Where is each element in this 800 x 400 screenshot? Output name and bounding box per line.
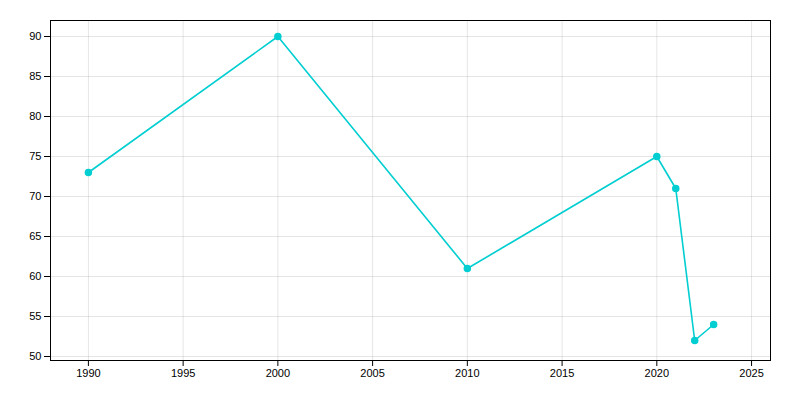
- svg-text:2005: 2005: [360, 367, 384, 379]
- svg-text:85: 85: [29, 70, 41, 82]
- svg-text:2015: 2015: [550, 367, 574, 379]
- svg-text:2010: 2010: [455, 367, 479, 379]
- svg-text:1995: 1995: [171, 367, 195, 379]
- svg-text:2020: 2020: [645, 367, 669, 379]
- svg-text:65: 65: [29, 230, 41, 242]
- svg-text:80: 80: [29, 110, 41, 122]
- svg-text:75: 75: [29, 150, 41, 162]
- svg-text:90: 90: [29, 30, 41, 42]
- svg-text:55: 55: [29, 310, 41, 322]
- svg-text:2000: 2000: [266, 367, 290, 379]
- svg-text:1990: 1990: [76, 367, 100, 379]
- svg-text:60: 60: [29, 270, 41, 282]
- svg-text:70: 70: [29, 190, 41, 202]
- svg-text:50: 50: [29, 350, 41, 362]
- svg-text:2025: 2025: [739, 367, 763, 379]
